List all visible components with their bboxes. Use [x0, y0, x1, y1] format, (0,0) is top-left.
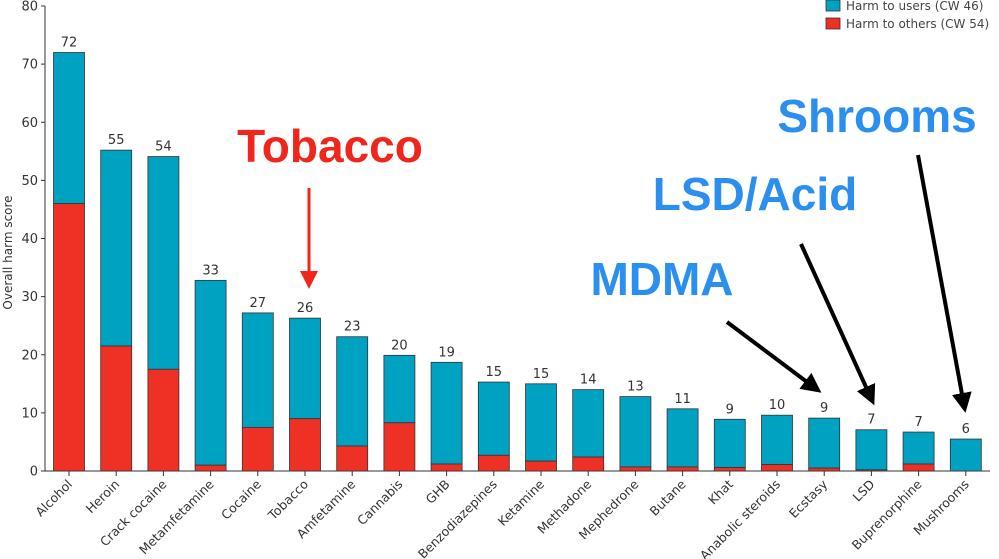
bar-harm-to-users — [289, 317, 321, 420]
category-label: Cannabis — [354, 477, 405, 528]
y-tick-label: 0 — [30, 465, 38, 480]
data-label-total: 11 — [674, 392, 691, 407]
bar-harm-to-others — [713, 467, 746, 472]
bar-harm-to-users — [572, 389, 605, 458]
bar-harm-to-others — [289, 418, 321, 472]
y-tick-label: 50 — [21, 174, 38, 189]
bar-harm-to-others — [808, 467, 841, 472]
bar-harm-to-users — [713, 418, 746, 468]
annotation-arrow — [725, 320, 822, 393]
data-label-total: 26 — [297, 301, 314, 316]
data-label-total: 55 — [108, 133, 125, 148]
y-tick-label: 40 — [21, 232, 38, 247]
data-label-total: 23 — [344, 320, 361, 335]
data-label-total: 6 — [962, 422, 970, 437]
annotation-label-mdma: MDMA — [590, 253, 733, 305]
category-label: Heroin — [83, 477, 123, 517]
legend-label-users: Harm to users (CW 46) — [846, 0, 983, 13]
annotation-label-lsd-acid: LSD/Acid — [653, 168, 857, 220]
bar-harm-to-users — [666, 408, 699, 468]
annotation-arrow — [916, 154, 972, 413]
bar-harm-to-others — [241, 427, 274, 472]
bar-harm-to-users — [477, 381, 510, 456]
bar-harm-to-others — [53, 203, 85, 472]
bar-harm-to-users — [808, 417, 841, 469]
bar-harm-to-others — [430, 463, 463, 472]
bar-harm-to-others — [761, 464, 793, 472]
bar-harm-to-users — [902, 431, 935, 465]
data-label-total: 15 — [486, 365, 503, 380]
data-label-total: 15 — [533, 367, 550, 382]
bar-harm-to-others — [902, 463, 935, 472]
category-label: Ecstasy — [786, 476, 831, 521]
legend-swatch-users — [825, 0, 841, 12]
data-label-total: 9 — [726, 402, 734, 417]
category-label: Anabolic steroids — [697, 477, 783, 559]
bar-harm-to-users — [53, 52, 85, 205]
bar-harm-to-others — [336, 445, 369, 472]
bar-harm-to-users — [100, 149, 133, 347]
data-label-total: 33 — [202, 263, 219, 278]
y-tick-label: 70 — [21, 58, 38, 73]
data-label-total: 9 — [820, 401, 828, 416]
bar-harm-to-users — [147, 156, 180, 370]
bar-harm-to-others — [100, 345, 133, 472]
data-label-total: 7 — [914, 415, 922, 430]
bar-harm-to-users — [383, 354, 416, 424]
bar-harm-to-others — [147, 368, 180, 472]
category-label: GHB — [423, 477, 453, 507]
data-label-total: 14 — [580, 373, 597, 388]
bar-harm-to-others — [572, 456, 605, 472]
annotation-arrow — [799, 243, 876, 406]
bar-harm-to-others — [619, 466, 652, 472]
data-label-total: 10 — [769, 398, 786, 413]
y-tick-label: 80 — [21, 0, 38, 15]
bar-harm-to-users — [241, 312, 274, 428]
data-label-total: 13 — [627, 380, 644, 395]
bar-harm-to-others — [477, 454, 510, 472]
bar-harm-to-users — [761, 414, 793, 466]
bar-harm-to-users — [619, 396, 652, 468]
bar-harm-to-users — [855, 429, 888, 471]
legend-label-others: Harm to others (CW 54) — [846, 17, 989, 31]
category-label: LSD — [850, 477, 878, 505]
data-label-total: 27 — [250, 296, 267, 311]
category-label: Tobacco — [264, 477, 311, 524]
data-label-total: 7 — [867, 413, 875, 428]
bar-harm-to-others — [194, 464, 227, 472]
annotation-label-tobacco: Tobacco — [237, 120, 423, 172]
bar-harm-to-users — [525, 383, 557, 462]
data-label-total: 20 — [391, 338, 408, 353]
category-label: Khat — [705, 476, 736, 507]
bar-harm-to-others — [666, 466, 699, 472]
bar-harm-to-users — [336, 336, 369, 447]
annotation-label-shrooms: Shrooms — [777, 90, 976, 142]
category-label: Benzodiazepines — [415, 477, 500, 559]
bar-harm-to-others — [525, 460, 557, 472]
bar-harm-to-others — [855, 469, 888, 472]
data-label-total: 72 — [61, 36, 78, 51]
y-tick-label: 30 — [21, 290, 38, 305]
legend-swatch-others — [825, 17, 841, 30]
bar-harm-to-users — [430, 361, 463, 465]
y-axis-title: Overall harm score — [1, 195, 15, 309]
y-tick-label: 20 — [21, 348, 38, 363]
category-label: Cocaine — [218, 476, 264, 522]
category-label: Butane — [647, 476, 689, 518]
bar-harm-to-users — [194, 279, 227, 466]
data-label-total: 54 — [155, 140, 172, 155]
category-label: Alcohol — [32, 477, 75, 520]
y-tick-label: 60 — [21, 116, 38, 131]
y-tick-label: 10 — [21, 406, 38, 421]
bar-harm-to-others — [383, 422, 416, 472]
data-label-total: 19 — [438, 345, 455, 360]
bar-harm-to-users — [949, 438, 982, 472]
